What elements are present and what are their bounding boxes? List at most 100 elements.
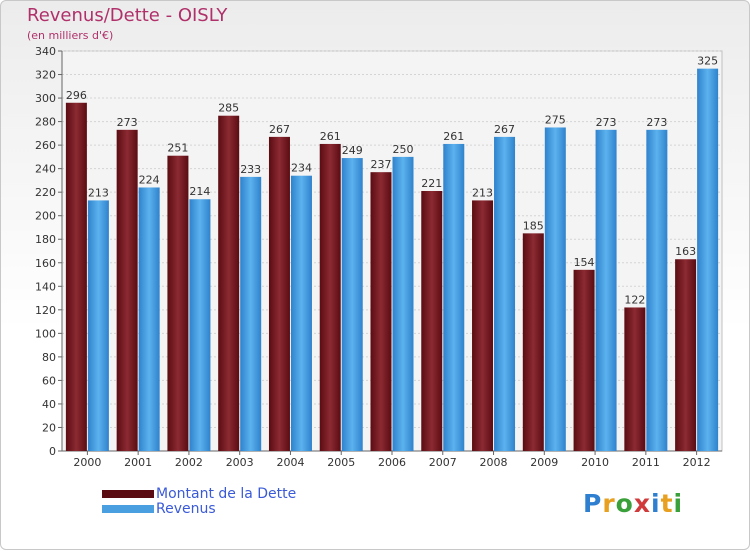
data-label-dette: 185 bbox=[523, 219, 544, 232]
bar-dette bbox=[573, 269, 595, 451]
data-label-dette: 213 bbox=[472, 186, 493, 199]
legend-label-dette: Montant de la Dette bbox=[156, 486, 297, 502]
y-tick-label: 160 bbox=[35, 257, 56, 270]
plot-area bbox=[61, 50, 723, 452]
data-label-revenus: 273 bbox=[596, 116, 617, 129]
data-label-revenus: 234 bbox=[291, 162, 312, 175]
bar-dette bbox=[370, 172, 392, 452]
x-tick-label: 2011 bbox=[632, 456, 660, 469]
logo-letter: x bbox=[633, 489, 651, 518]
data-label-dette: 261 bbox=[320, 130, 341, 143]
bar-dette bbox=[268, 136, 290, 451]
bar-dette bbox=[522, 233, 544, 451]
y-tick-label: 60 bbox=[42, 374, 56, 387]
x-tick-label: 2003 bbox=[226, 456, 254, 469]
bar-revenus bbox=[87, 200, 109, 451]
bar-revenus bbox=[290, 175, 312, 452]
bar-revenus bbox=[646, 129, 668, 451]
bar-revenus bbox=[443, 143, 465, 452]
bar-revenus bbox=[189, 199, 211, 451]
bar-dette bbox=[116, 129, 138, 451]
logo-letter: i bbox=[673, 489, 684, 518]
x-tick-label: 2005 bbox=[327, 456, 355, 469]
data-label-revenus: 275 bbox=[545, 113, 566, 126]
y-tick-label: 280 bbox=[35, 116, 56, 129]
data-label-revenus: 267 bbox=[494, 123, 515, 136]
logo-letter: o bbox=[615, 489, 634, 518]
data-label-revenus: 213 bbox=[88, 186, 109, 199]
bar-revenus bbox=[138, 187, 160, 451]
y-tick-label: 80 bbox=[42, 351, 56, 364]
proxiti-logo: Proxiti bbox=[583, 489, 683, 518]
logo-letter: P bbox=[583, 489, 603, 518]
x-tick-label: 2010 bbox=[581, 456, 609, 469]
x-tick-label: 2000 bbox=[73, 456, 101, 469]
data-label-dette: 267 bbox=[269, 123, 290, 136]
chart-subtitle: (en milliers d'€) bbox=[27, 29, 114, 42]
data-label-dette: 163 bbox=[675, 245, 696, 258]
legend-swatch-revenus bbox=[102, 505, 154, 513]
y-tick-label: 260 bbox=[35, 139, 56, 152]
data-label-dette: 154 bbox=[574, 256, 595, 269]
x-tick-label: 2002 bbox=[175, 456, 203, 469]
x-tick-label: 2006 bbox=[378, 456, 406, 469]
y-tick-label: 40 bbox=[42, 398, 56, 411]
bar-dette bbox=[167, 155, 189, 452]
data-label-dette: 251 bbox=[167, 142, 188, 155]
data-label-dette: 122 bbox=[624, 293, 645, 306]
y-tick-label: 240 bbox=[35, 163, 56, 176]
x-tick-label: 2001 bbox=[124, 456, 152, 469]
bar-revenus bbox=[494, 136, 516, 451]
data-label-revenus: 261 bbox=[443, 130, 464, 143]
y-tick-label: 300 bbox=[35, 92, 56, 105]
bar-revenus bbox=[392, 156, 414, 451]
x-tick-label: 2007 bbox=[429, 456, 457, 469]
bar-dette bbox=[421, 191, 443, 451]
data-label-revenus: 250 bbox=[393, 143, 414, 156]
bar-revenus bbox=[697, 68, 719, 451]
y-tick-label: 120 bbox=[35, 304, 56, 317]
data-label-dette: 296 bbox=[66, 89, 87, 102]
data-label-revenus: 233 bbox=[240, 163, 261, 176]
y-tick-label: 0 bbox=[49, 445, 56, 458]
bar-revenus bbox=[341, 158, 363, 451]
bar-revenus bbox=[544, 127, 566, 452]
data-label-revenus: 224 bbox=[139, 173, 160, 186]
data-label-dette: 285 bbox=[218, 102, 239, 115]
data-label-dette: 221 bbox=[421, 177, 442, 190]
bar-dette bbox=[319, 143, 341, 452]
y-tick-label: 180 bbox=[35, 233, 56, 246]
y-tick-label: 100 bbox=[35, 327, 56, 340]
legend-label-revenus: Revenus bbox=[156, 501, 216, 517]
bar-revenus bbox=[595, 129, 617, 451]
bar-dette bbox=[624, 307, 646, 451]
chart-title: Revenus/Dette - OISLY bbox=[27, 5, 228, 26]
x-tick-label: 2009 bbox=[530, 456, 558, 469]
logo-letter: t bbox=[660, 489, 674, 518]
y-tick-label: 340 bbox=[35, 45, 56, 58]
legend-swatch-dette bbox=[102, 490, 154, 498]
y-tick-label: 20 bbox=[42, 421, 56, 434]
bar-dette bbox=[675, 259, 697, 451]
y-tick-label: 140 bbox=[35, 280, 56, 293]
bar-dette bbox=[218, 115, 240, 452]
logo-letter: r bbox=[602, 489, 616, 518]
logo-letter: i bbox=[651, 489, 661, 518]
y-tick-label: 320 bbox=[35, 69, 56, 82]
bar-revenus bbox=[240, 176, 262, 451]
y-tick-label: 200 bbox=[35, 210, 56, 223]
data-label-revenus: 214 bbox=[189, 185, 210, 198]
data-label-dette: 273 bbox=[117, 116, 138, 129]
bar-dette bbox=[65, 102, 87, 451]
x-tick-label: 2012 bbox=[683, 456, 711, 469]
bar-dette bbox=[472, 200, 494, 451]
x-tick-label: 2004 bbox=[276, 456, 304, 469]
data-label-revenus: 325 bbox=[697, 55, 718, 68]
data-label-revenus: 249 bbox=[342, 144, 363, 157]
data-label-dette: 237 bbox=[371, 158, 392, 171]
y-tick-label: 220 bbox=[35, 186, 56, 199]
data-label-revenus: 273 bbox=[646, 116, 667, 129]
x-tick-label: 2008 bbox=[480, 456, 508, 469]
